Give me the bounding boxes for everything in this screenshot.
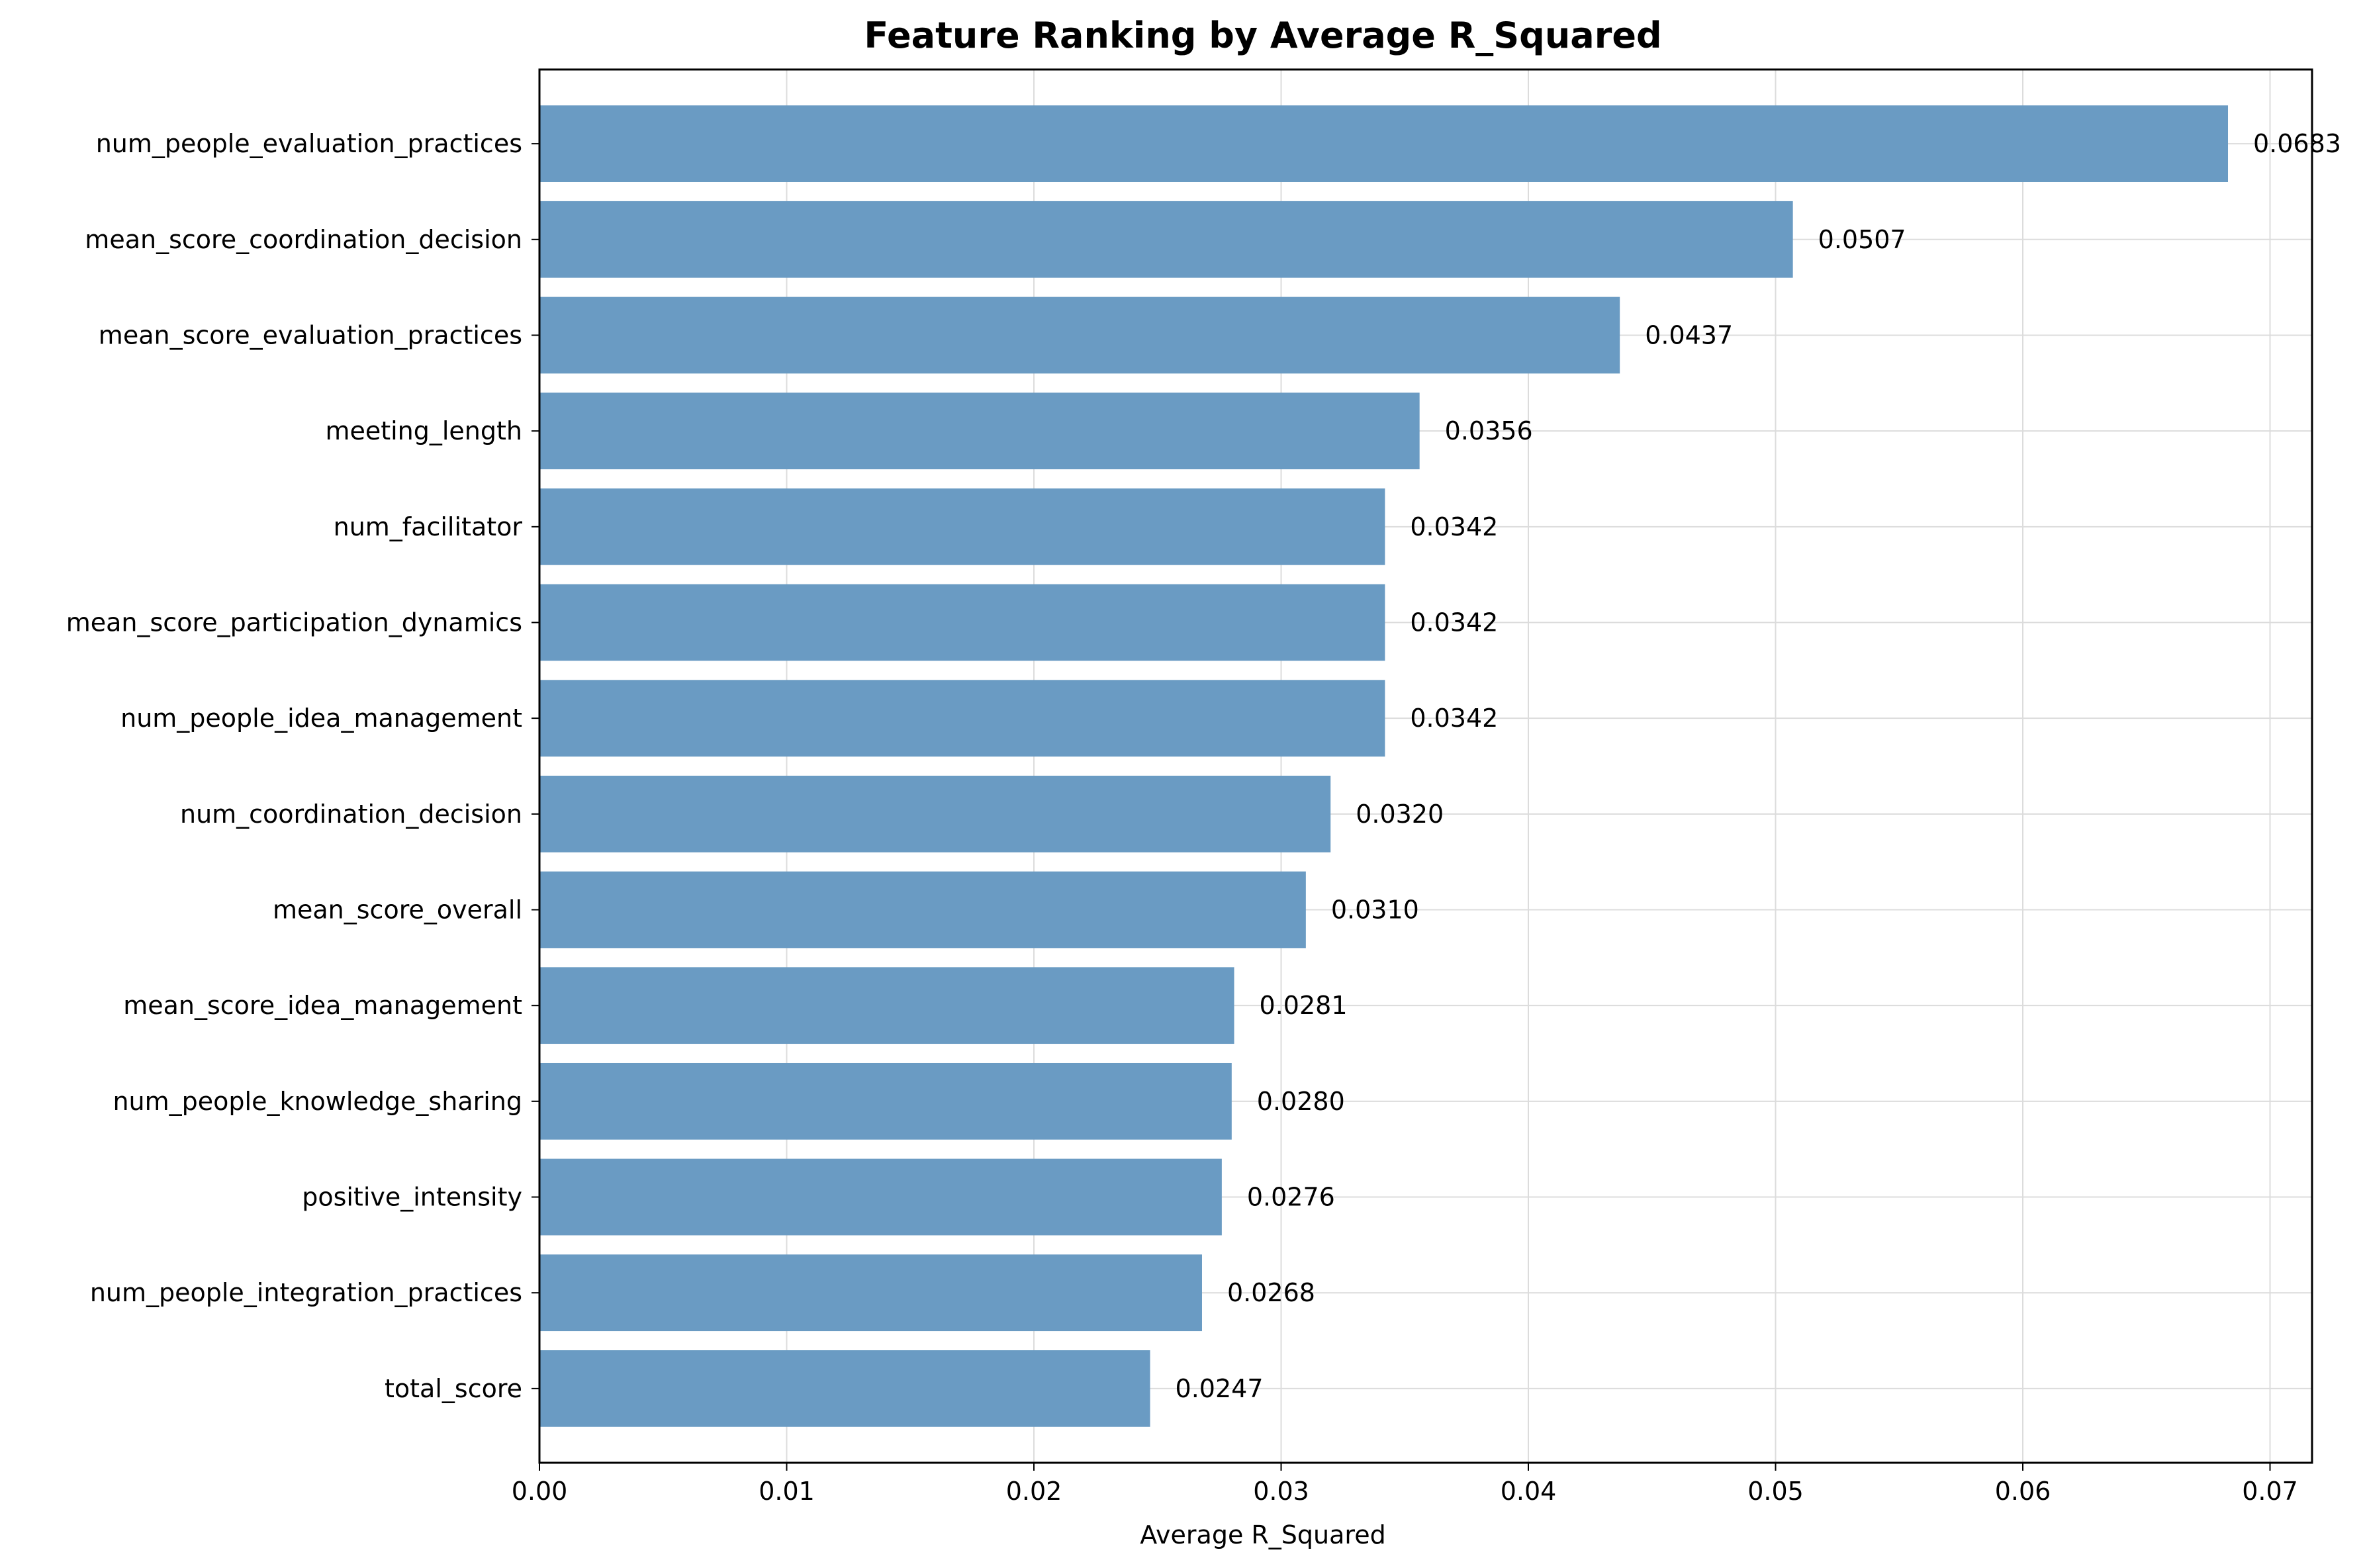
- x-tick-label: 0.02: [1006, 1477, 1062, 1506]
- bar-value-label: 0.0247: [1176, 1374, 1264, 1403]
- bar-mean-score-idea-management: [539, 967, 1234, 1044]
- bar-mean-score-coordination-decision: [539, 201, 1793, 278]
- bar-value-label: 0.0342: [1410, 608, 1498, 637]
- y-tick-label: num_people_idea_management: [120, 704, 522, 733]
- plot-frame: [538, 68, 2313, 1464]
- y-axis-ticks: num_people_evaluation_practices mean_scor…: [66, 129, 539, 1403]
- x-tick-label: 0.00: [512, 1477, 568, 1506]
- bar-positive-intensity: [539, 1158, 1222, 1236]
- bar-value-label: 0.0342: [1410, 704, 1498, 733]
- bar-value-label: 0.0268: [1227, 1278, 1315, 1307]
- y-tick-label: num_people_evaluation_practices: [96, 129, 522, 158]
- bar-num-people-integration-practices: [539, 1254, 1202, 1332]
- bar-mean-score-overall: [539, 871, 1306, 948]
- bar-meeting-length: [539, 392, 1420, 470]
- y-tick-label: num_people_integration_practices: [90, 1278, 522, 1307]
- x-tick-label: 0.07: [2242, 1477, 2298, 1506]
- x-tick-label: 0.04: [1501, 1477, 1557, 1506]
- bar-value-label: 0.0310: [1331, 896, 1419, 925]
- x-tick-label: 0.03: [1253, 1477, 1309, 1506]
- x-tick-label: 0.01: [759, 1477, 815, 1506]
- bar-mean-score-participation-dynamics: [539, 584, 1385, 661]
- y-tick-label: num_facilitator: [334, 512, 523, 541]
- value-labels: 0.0683 0.0507 0.0437 0.0356 0.0342 0.0342 0.03…: [1176, 129, 2341, 1403]
- y-tick-label: mean_score_overall: [273, 896, 522, 925]
- y-tick-label: mean_score_coordination_decision: [85, 225, 522, 254]
- y-tick-label: positive_intensity: [302, 1183, 522, 1212]
- y-tick-label: mean_score_evaluation_practices: [99, 320, 522, 349]
- bar-num-facilitator: [539, 488, 1385, 565]
- bar-num-coordination-decision: [539, 775, 1331, 853]
- bar-value-label: 0.0507: [1818, 225, 1906, 254]
- bar-num-people-idea-management: [539, 680, 1385, 757]
- bar-value-label: 0.0320: [1356, 800, 1444, 829]
- bar-value-label: 0.0683: [2253, 129, 2341, 158]
- bars: [539, 105, 2229, 1427]
- bar-value-label: 0.0356: [1445, 416, 1533, 445]
- y-tick-label: num_coordination_decision: [180, 800, 522, 829]
- bar-value-label: 0.0342: [1410, 512, 1498, 541]
- x-axis-label: Average R_Squared: [1140, 1520, 1385, 1549]
- bar-num-people-evaluation-practices: [539, 105, 2229, 182]
- chart-title: Feature Ranking by Average R_Squared: [864, 15, 1661, 56]
- y-tick-label: num_people_knowledge_sharing: [113, 1087, 522, 1116]
- bar-value-label: 0.0281: [1260, 991, 1348, 1020]
- bar-value-label: 0.0280: [1257, 1087, 1345, 1116]
- bar-mean-score-evaluation-practices: [539, 297, 1620, 374]
- x-axis-ticks: 0.00 0.01 0.02 0.03 0.04 0.05 0.06 0.07: [512, 1463, 2298, 1506]
- bar-value-label: 0.0437: [1645, 320, 1733, 349]
- y-tick-label: mean_score_participation_dynamics: [66, 608, 522, 637]
- bar-num-people-knowledge-sharing: [539, 1062, 1232, 1140]
- bar-value-label: 0.0276: [1247, 1183, 1335, 1212]
- y-tick-label: meeting_length: [325, 416, 522, 445]
- y-tick-label: mean_score_idea_management: [123, 991, 522, 1020]
- bar-total-score: [539, 1350, 1150, 1427]
- y-tick-label: total_score: [385, 1374, 522, 1403]
- x-tick-label: 0.05: [1747, 1477, 1804, 1506]
- x-tick-label: 0.06: [1995, 1477, 2051, 1506]
